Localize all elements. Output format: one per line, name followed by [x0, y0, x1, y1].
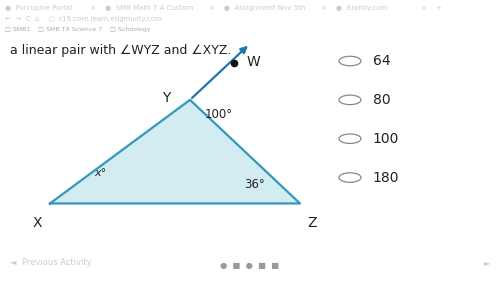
Text: ◄  Previous Activity: ◄ Previous Activity [10, 259, 92, 268]
Text: ●  Porcupine Portal        ×    ●  SMB Math 7 A Custom       ×    ●  Assignment : ● Porcupine Portal × ● SMB Math 7 A Cust… [5, 5, 442, 11]
Text: □ SMB1    □ SMB TX Science 7    □ Schoology: □ SMB1 □ SMB TX Science 7 □ Schoology [5, 27, 150, 32]
Text: 100°: 100° [205, 108, 233, 121]
Text: X: X [33, 216, 42, 230]
Text: 80: 80 [372, 93, 390, 107]
Text: Z: Z [308, 216, 318, 230]
Text: Y: Y [162, 91, 170, 105]
Text: 100: 100 [372, 132, 399, 146]
Text: ●  ■  ●  ■  ■: ● ■ ● ■ ■ [220, 261, 280, 271]
Text: x°: x° [94, 167, 106, 178]
Text: W: W [246, 55, 260, 69]
Text: 180: 180 [372, 171, 399, 185]
Text: a linear pair with ∠WYZ and ∠XYZ.: a linear pair with ∠WYZ and ∠XYZ. [10, 44, 232, 57]
Polygon shape [50, 100, 300, 203]
Text: ►: ► [484, 259, 490, 268]
Text: ←  →  C  ⌂    ○  r19.core.learn.edgenuity.com: ← → C ⌂ ○ r19.core.learn.edgenuity.com [5, 16, 162, 22]
Text: 36°: 36° [244, 178, 266, 191]
Text: 64: 64 [372, 54, 390, 68]
